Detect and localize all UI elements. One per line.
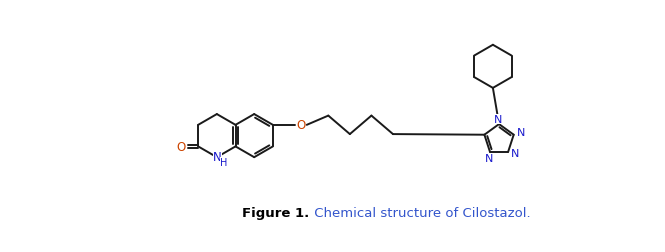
Text: N: N [213,150,222,163]
Text: Chemical structure of Cilostazol.: Chemical structure of Cilostazol. [310,206,530,219]
Text: N: N [517,128,525,138]
Text: N: N [494,114,503,124]
Text: N: N [511,149,519,159]
Text: O: O [177,140,186,153]
Text: N: N [485,153,493,164]
Text: H: H [220,157,227,167]
Text: O: O [296,119,305,132]
Text: Figure 1.: Figure 1. [242,206,310,219]
